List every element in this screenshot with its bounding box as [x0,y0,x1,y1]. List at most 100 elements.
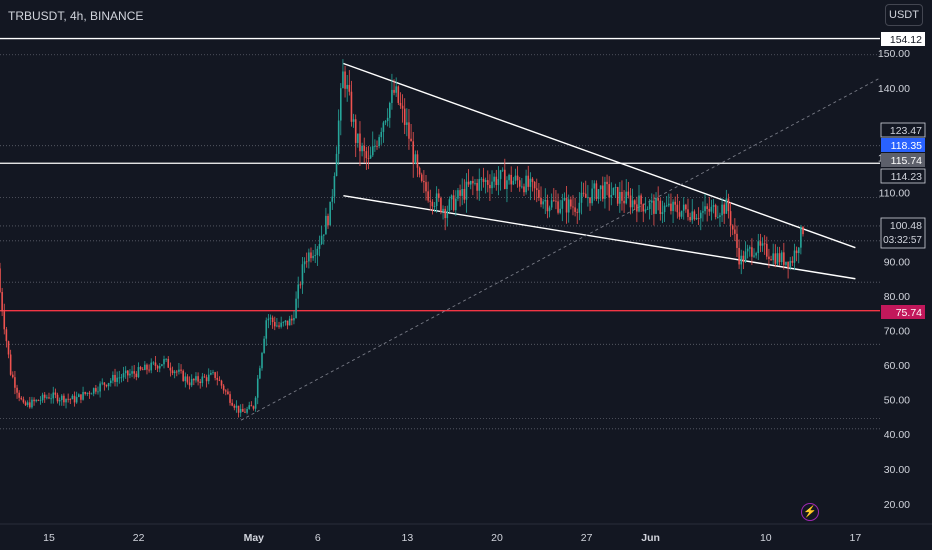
candle-body [156,365,159,369]
candle-body [555,200,557,202]
candle-body [322,234,325,236]
candle-body [137,367,140,377]
candle-body [203,376,206,378]
candle-body [263,338,265,353]
candle-body [682,204,685,211]
candle-body [154,362,157,366]
candle-body [178,369,180,372]
candle-body [254,397,257,409]
candle-body [717,216,719,218]
candle-body [565,197,568,213]
candle-body [148,369,150,371]
candle-body [348,84,351,92]
candle-body [278,325,280,327]
candle-body [259,368,261,379]
candle-body [103,382,106,385]
candle-body [410,138,412,142]
candle-body [214,372,216,378]
candle-body [227,391,229,395]
y-tick-label: 140.00 [878,83,910,95]
candle-body [161,364,163,366]
candle-body [397,86,400,103]
candle-body [237,405,240,413]
candle-body [86,392,89,394]
candle-body [337,120,340,154]
candle-body [497,179,500,186]
candle-body [401,105,404,109]
price-badge [881,138,925,152]
candle-body [521,186,523,188]
candle-body [770,259,772,261]
candle-body [175,371,178,373]
candle-body [301,264,304,285]
candle-body [480,178,483,180]
candle-body [67,398,69,400]
candle-body [412,141,415,164]
candle-body [82,392,84,400]
candle-body [167,358,170,368]
candle-body [90,393,93,395]
y-tick-label: 50.00 [884,395,910,407]
candle-body [146,364,148,370]
price-badge [881,32,925,46]
candle-body [75,396,78,403]
candle-body [589,197,591,204]
candle-body [474,182,476,184]
candle-body [386,117,389,122]
candle-body [567,199,570,213]
candle-body [107,383,110,387]
candle-body [78,394,80,397]
candle-body [433,206,436,207]
candle-body [695,217,698,220]
candle-body [406,122,408,125]
candle-body [429,200,432,202]
candle-body [659,200,662,215]
candle-body [714,205,717,218]
candle-body [580,192,583,203]
x-tick-label: 15 [43,532,55,544]
candle-body [173,371,176,374]
candle-body [420,174,423,181]
candle-body [423,180,425,183]
lightning-icon[interactable]: ⚡ [801,503,819,521]
y-tick-label: 30.00 [884,464,910,476]
candle-body [708,208,711,212]
candle-body [455,198,457,211]
price-badge [881,153,925,167]
candle-body [783,252,785,265]
candle-body [41,394,44,401]
candle-body [608,184,610,198]
candle-body [92,388,95,394]
candle-body [582,192,585,194]
candle-body [305,261,308,263]
candle-body [158,365,161,369]
candle-body [384,121,387,123]
candle-body [369,155,372,159]
candle-body [231,402,233,406]
candle-body [723,204,725,214]
candle-body [112,374,114,381]
candle-body [378,137,380,147]
price-badge [880,217,926,249]
candle-body [559,208,561,213]
candle-body [650,200,653,203]
candle-body [233,405,236,408]
candle-body [595,183,598,200]
candle-body [205,377,208,382]
candle-body [680,210,683,217]
candle-body [789,260,792,268]
candle-body [333,175,336,197]
candle-body [640,195,642,205]
candle-body [335,153,338,176]
candle-body [693,211,696,220]
candle-body [648,202,651,210]
candle-body [273,322,276,327]
candle-body [109,380,112,384]
candle-body [687,209,689,218]
candle-body [550,200,553,208]
candle-body [612,187,615,196]
currency-button[interactable]: USDT [885,4,923,26]
candle-body [721,204,723,216]
candle-body [508,174,510,181]
